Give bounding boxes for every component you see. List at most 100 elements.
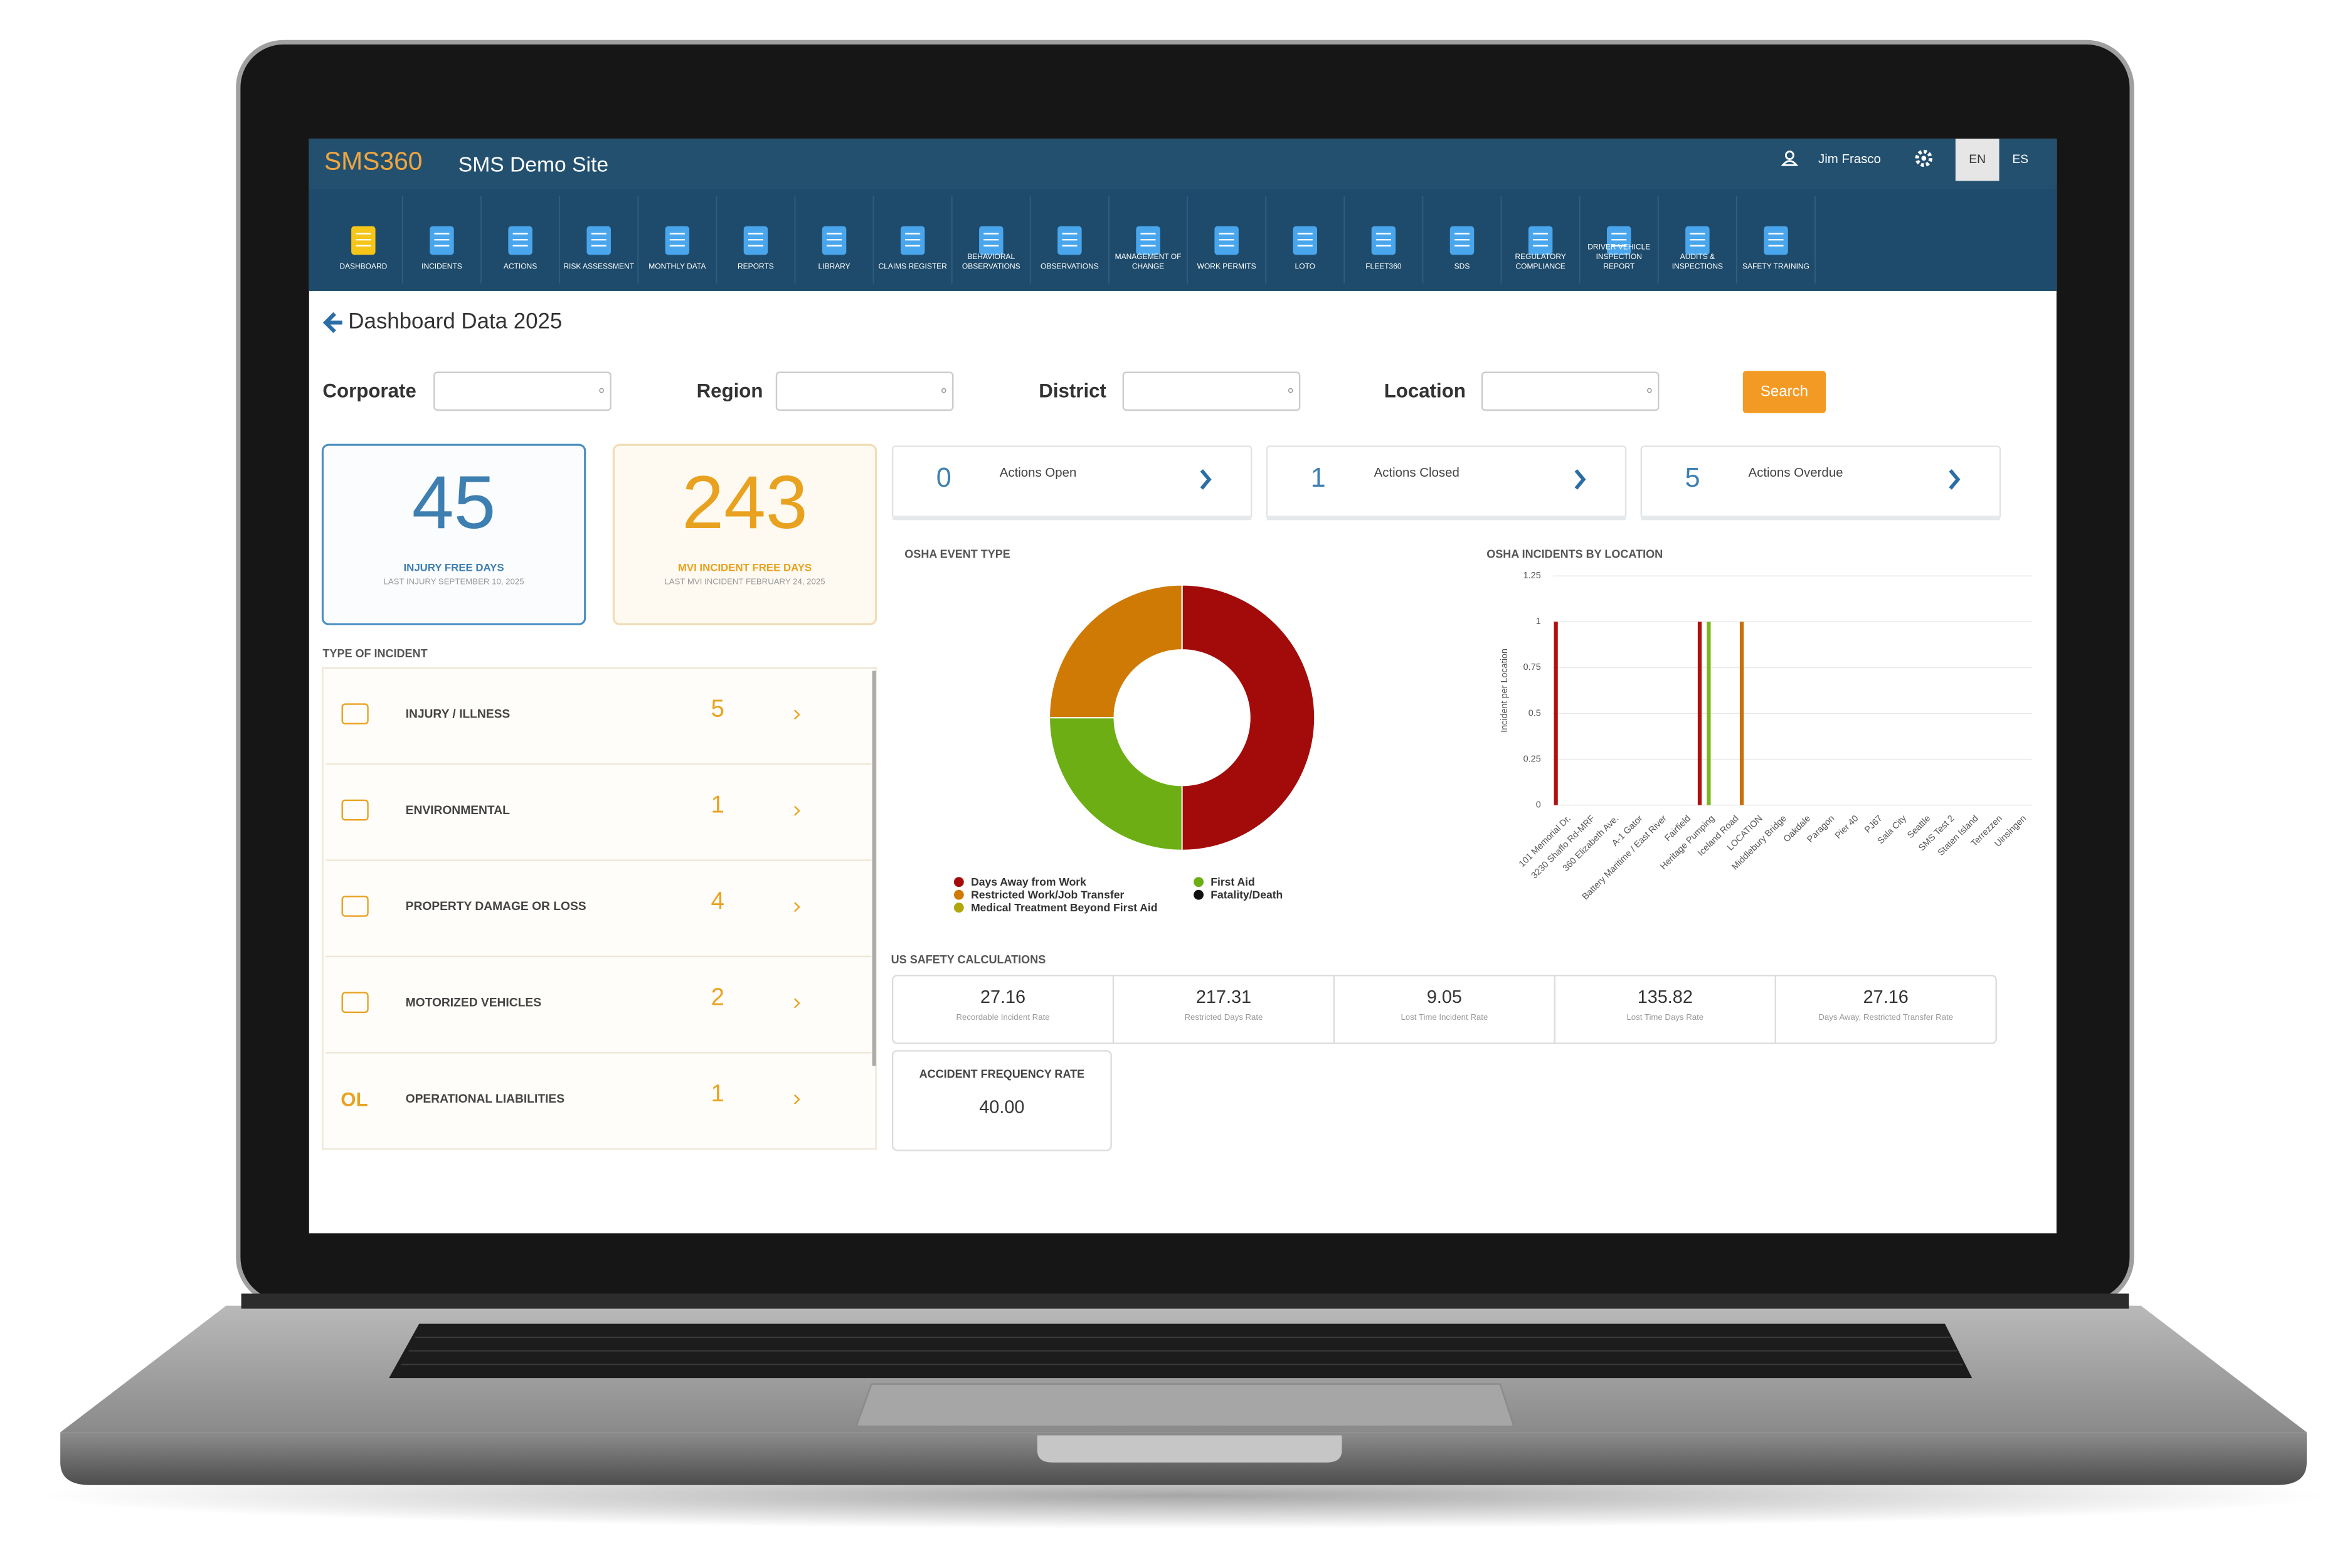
- accident-box: [891, 1050, 1112, 1152]
- filter-input[interactable]: [1481, 371, 1660, 411]
- legend-label[interactable]: Days Away from Work: [971, 876, 1086, 888]
- legend-label[interactable]: Fatality/Death: [1210, 889, 1283, 901]
- nav-item[interactable]: SDS: [1449, 226, 1475, 271]
- filter-input[interactable]: [433, 371, 612, 411]
- nav-item[interactable]: SAFETY TRAINING: [1742, 226, 1809, 271]
- row-label[interactable]: PROPERTY DAMAGE OR LOSS: [406, 900, 586, 913]
- filter-search-icon: [1288, 388, 1293, 393]
- chevron[interactable]: [793, 1094, 800, 1104]
- action-count: 5: [1685, 463, 1700, 493]
- lang-option[interactable]: ES: [2012, 153, 2028, 166]
- action-count: 0: [936, 463, 951, 493]
- nav-label: AUDITS &: [1680, 252, 1715, 261]
- search-button[interactable]: [1742, 371, 1826, 413]
- legend-marker: [953, 903, 964, 913]
- nav-label: INCIDENTS: [421, 262, 462, 271]
- rate-value: 9.05: [1427, 987, 1462, 1007]
- nav-bar: [309, 188, 2057, 291]
- nav-item[interactable]: FLEET360: [1365, 226, 1402, 271]
- section-title: US SAFETY CALCULATIONS: [891, 953, 1046, 966]
- laptop-notch: [1037, 1435, 1342, 1463]
- bar: [1707, 622, 1711, 805]
- y-tick-label: 1: [1536, 617, 1541, 627]
- stat-card: [321, 443, 586, 625]
- nav-item[interactable]: ACTIONS: [504, 226, 537, 271]
- chevron: [1949, 469, 1961, 490]
- hinge: [241, 1293, 2129, 1309]
- nav-label: DASHBOARD: [339, 262, 387, 271]
- nav-label: INSPECTION: [1596, 252, 1642, 261]
- nav-item[interactable]: RISK ASSESSMENT: [563, 226, 635, 271]
- filter-label: Location: [1384, 379, 1466, 401]
- settings-icon[interactable]: [1915, 149, 1933, 167]
- section-title: TYPE OF INCIDENT: [322, 647, 427, 660]
- nav-item[interactable]: MONTHLY DATA: [649, 226, 706, 271]
- chart-title: OSHA EVENT TYPE: [904, 548, 1010, 560]
- row-label[interactable]: MOTORIZED VEHICLES: [406, 997, 542, 1010]
- filter-input[interactable]: [1122, 371, 1301, 411]
- nav-label: LOTO: [1295, 262, 1315, 271]
- nav-item[interactable]: WORK PERMITS: [1197, 226, 1256, 271]
- legend-marker: [953, 889, 964, 900]
- filter-label: Corporate: [322, 379, 416, 401]
- legend-label[interactable]: Medical Treatment Beyond First Aid: [971, 901, 1157, 914]
- row-value: 1: [711, 792, 724, 818]
- nav-item[interactable]: CLAIMS REGISTER: [878, 226, 947, 271]
- nav-label: RISK ASSESSMENT: [563, 262, 634, 271]
- page-title: Dashboard Data 2025: [348, 309, 562, 334]
- nav-item[interactable]: INCIDENTS: [421, 226, 462, 271]
- lang-option[interactable]: EN: [1969, 153, 1986, 166]
- nav-label: REGULATORY: [1515, 252, 1565, 261]
- row-label[interactable]: ENVIRONMENTAL: [406, 804, 510, 817]
- nav-label: REPORT: [1603, 262, 1634, 271]
- page-title-row[interactable]: Dashboard Data 2025: [322, 309, 562, 334]
- nav-label: CHANGE: [1132, 262, 1164, 271]
- user-icon: [1781, 151, 1799, 166]
- nav-item[interactable]: LIBRARY: [818, 226, 850, 271]
- nav-label: SDS: [1454, 262, 1470, 271]
- incident-list: [322, 667, 877, 1150]
- row-label[interactable]: OPERATIONAL LIABILITIES: [406, 1093, 565, 1106]
- user-name[interactable]: Jim Frasco: [1818, 152, 1881, 166]
- nav-label: DRIVER VEHICLE: [1587, 242, 1650, 251]
- filter-label: District: [1039, 379, 1106, 401]
- safety-table: [891, 975, 1997, 1044]
- filter-input[interactable]: [775, 371, 954, 411]
- nav-item[interactable]: DASHBOARD: [339, 226, 388, 271]
- nav-label: CLAIMS REGISTER: [878, 262, 947, 271]
- stat-note: LAST INJURY SEPTEMBER 10, 2025: [384, 576, 524, 586]
- legend-label[interactable]: First Aid: [1210, 876, 1254, 888]
- legend-label[interactable]: Restricted Work/Job Transfer: [971, 889, 1124, 901]
- action-label: Actions Closed: [1374, 466, 1459, 480]
- nav-item[interactable]: LOTO: [1293, 226, 1317, 271]
- search-label[interactable]: Search: [1761, 383, 1808, 400]
- action-label: Actions Open: [1000, 466, 1077, 480]
- row-icon: [341, 703, 369, 725]
- nav-label: SAFETY TRAINING: [1742, 262, 1809, 271]
- chevron[interactable]: [793, 902, 800, 913]
- chevron[interactable]: [793, 998, 800, 1009]
- logo: SMS360: [324, 146, 423, 175]
- nav-item[interactable]: REPORTS: [738, 226, 774, 271]
- row-icon: [341, 799, 369, 821]
- stat-card: [612, 443, 877, 625]
- row-value: 1: [711, 1080, 724, 1107]
- chevron: [1574, 469, 1586, 490]
- row-label[interactable]: INJURY / ILLNESS: [406, 708, 511, 721]
- chevron[interactable]: [793, 709, 800, 720]
- chevron[interactable]: [793, 805, 800, 816]
- legend-marker: [953, 877, 964, 887]
- nav-item[interactable]: OBSERVATIONS: [1041, 226, 1099, 271]
- nav-item[interactable]: AUDITS &INSPECTIONS: [1672, 226, 1723, 271]
- y-tick-label: 1.25: [1523, 571, 1541, 581]
- rate-value: 217.31: [1196, 987, 1251, 1007]
- rate-value: 27.16: [980, 987, 1025, 1007]
- y-tick-label: 0.75: [1523, 662, 1541, 672]
- bar: [1697, 622, 1702, 805]
- stat-value: 243: [682, 460, 808, 544]
